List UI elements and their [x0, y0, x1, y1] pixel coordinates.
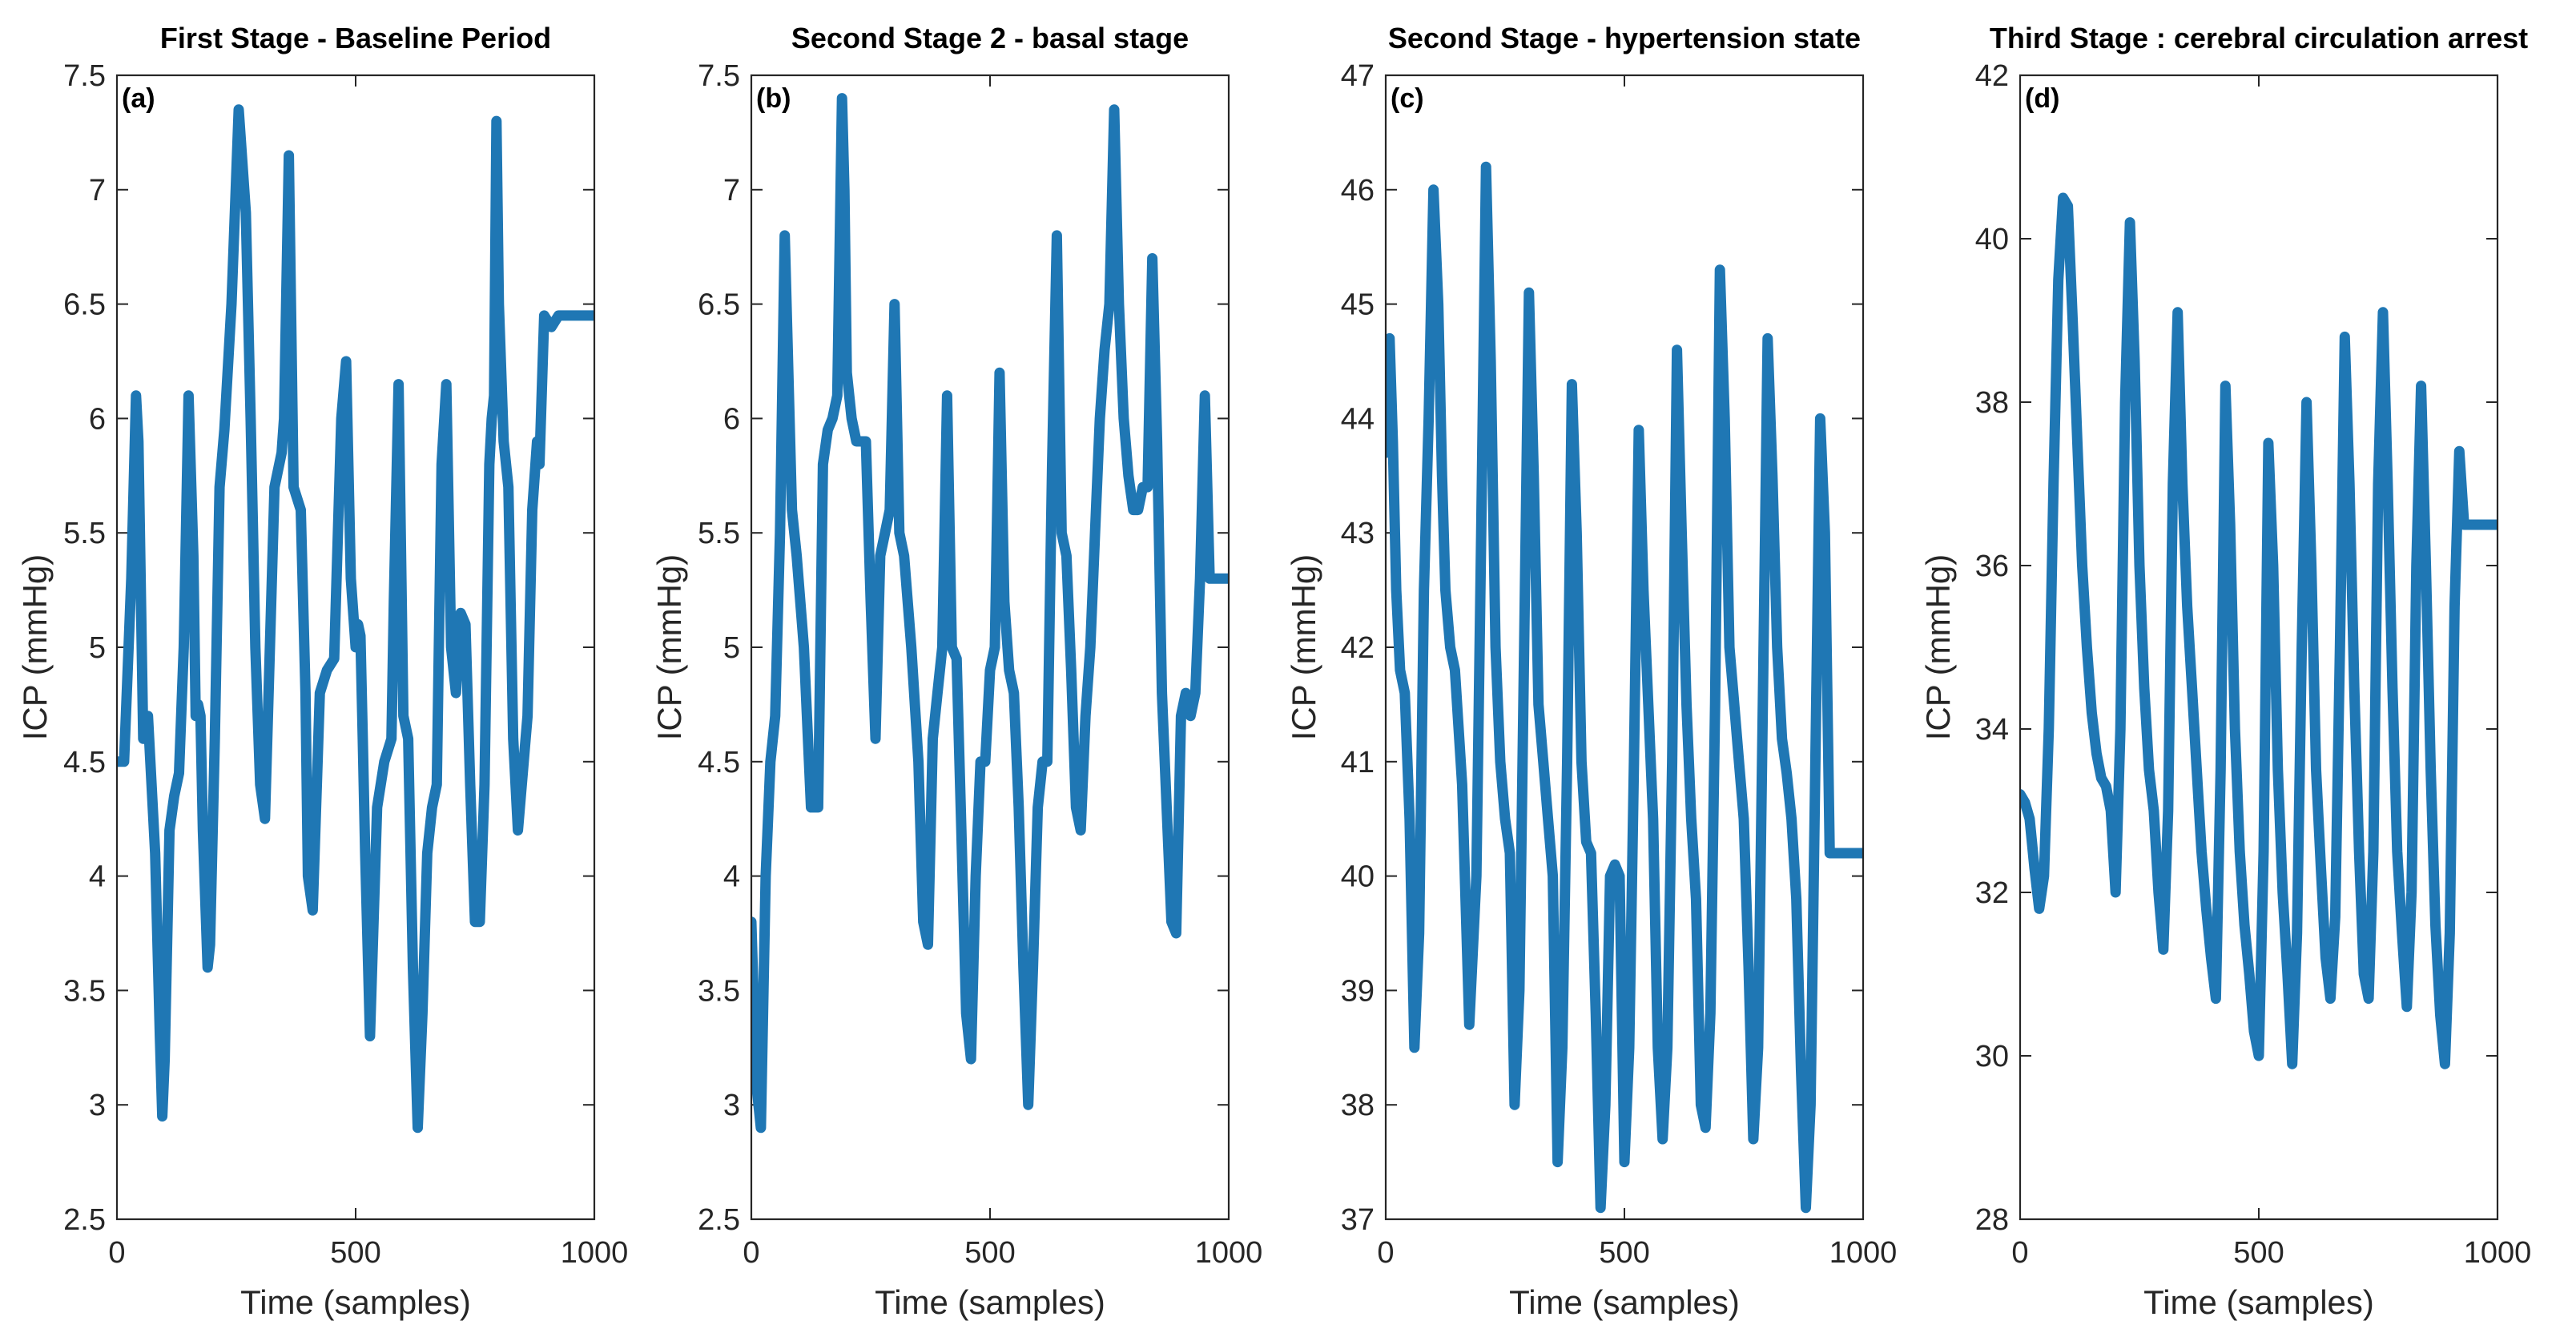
- panel-label: (a): [122, 83, 155, 114]
- y-tick-label: 4: [89, 860, 106, 894]
- y-tick-label: 38: [1341, 1089, 1375, 1122]
- y-axis-label: ICP (mmHg): [16, 554, 54, 741]
- y-tick-label: 5: [723, 631, 740, 665]
- y-tick-label: 30: [1975, 1040, 2009, 1073]
- series-line-icp: [751, 93, 1229, 1134]
- x-tick-label: 500: [964, 1236, 1015, 1270]
- x-tick-label: 500: [330, 1236, 380, 1270]
- y-tick-label: 3: [723, 1089, 740, 1122]
- y-tick-label: 6: [723, 402, 740, 436]
- y-tick-label: 42: [1975, 59, 2009, 93]
- series-line-icp: [117, 104, 594, 1134]
- y-tick-label: 3: [89, 1089, 106, 1122]
- chart-title: First Stage - Baseline Period: [160, 22, 551, 54]
- y-tick-label: 44: [1341, 402, 1375, 436]
- y-tick-label: 2.5: [63, 1203, 106, 1237]
- y-tick-label: 42: [1341, 631, 1375, 665]
- plot-area-border: [2019, 74, 2499, 1221]
- y-tick-label: 5.5: [63, 517, 106, 550]
- x-tick-label: 1000: [1195, 1236, 1263, 1270]
- chart-panel-4: Third Stage : cerebral circulation arres…: [1919, 22, 2531, 1321]
- y-tick-label: 43: [1341, 517, 1375, 550]
- y-tick-label: 4.5: [63, 746, 106, 779]
- series-line-icp: [1386, 161, 1863, 1214]
- y-tick-label: 6: [89, 402, 106, 436]
- y-tick-label: 28: [1975, 1203, 2009, 1237]
- chart-panel-1: First Stage - Baseline Period 2.5 3 3.5 4 4.5…: [16, 22, 628, 1321]
- y-tick-label: 3.5: [63, 974, 106, 1008]
- y-tick-label: 4.5: [698, 746, 740, 779]
- panel-label: (c): [1391, 83, 1424, 114]
- x-tick-label: 500: [1599, 1236, 1649, 1270]
- y-tick-label: 34: [1975, 713, 2009, 747]
- plot-area-border: [115, 74, 596, 1221]
- y-tick-label: 37: [1341, 1203, 1375, 1237]
- y-tick-label: 40: [1975, 223, 2009, 256]
- y-axis-label: ICP (mmHg): [1919, 554, 1957, 741]
- x-tick-label: 0: [743, 1236, 759, 1270]
- x-tick-label: 1000: [1829, 1236, 1898, 1270]
- x-axis-label: Time (samples): [240, 1283, 471, 1321]
- y-tick-label: 36: [1975, 550, 2009, 583]
- x-tick-label: 1000: [561, 1236, 629, 1270]
- x-axis-label: Time (samples): [875, 1283, 1105, 1321]
- x-axis-label: Time (samples): [2143, 1283, 2374, 1321]
- y-tick-label: 4: [723, 860, 740, 894]
- y-tick-label: 32: [1975, 876, 2009, 910]
- y-tick-label: 2.5: [698, 1203, 740, 1237]
- y-tick-label: 5.5: [698, 517, 740, 550]
- y-tick-label: 40: [1341, 860, 1375, 894]
- x-tick-label: 0: [108, 1236, 125, 1270]
- y-axis-label: ICP (mmHg): [1285, 554, 1322, 741]
- y-tick-label: 3.5: [698, 974, 740, 1008]
- y-tick-label: 7.5: [63, 59, 106, 93]
- x-tick-label: 1000: [2464, 1236, 2532, 1270]
- chart-panel-3: Second Stage - hypertension state 37 38 39 4…: [1285, 22, 1897, 1321]
- y-axis-label: ICP (mmHg): [650, 554, 688, 741]
- chart-title: Second Stage 2 - basal stage: [791, 22, 1189, 54]
- y-tick-label: 6.5: [698, 288, 740, 322]
- y-tick-label: 7: [89, 174, 106, 207]
- series-line-icp: [2020, 192, 2498, 1069]
- chart-title: Third Stage : cerebral circulation arres…: [1990, 22, 2528, 54]
- chart-panel-2: Second Stage 2 - basal stage 2.5 3 3.5 4 4.5 5…: [650, 22, 1262, 1321]
- y-tick-label: 7.5: [698, 59, 740, 93]
- plot-area-border: [750, 74, 1230, 1221]
- y-tick-label: 45: [1341, 288, 1375, 322]
- y-tick-label: 41: [1341, 746, 1375, 779]
- y-tick-label: 39: [1341, 974, 1375, 1008]
- panel-label: (d): [2025, 83, 2059, 114]
- panel-label: (b): [756, 83, 791, 114]
- y-tick-label: 47: [1341, 59, 1375, 93]
- x-tick-label: 500: [2233, 1236, 2284, 1270]
- x-axis-label: Time (samples): [1509, 1283, 1740, 1321]
- y-tick-label: 7: [723, 174, 740, 207]
- x-tick-label: 0: [2011, 1236, 2028, 1270]
- x-tick-label: 0: [1377, 1236, 1394, 1270]
- plot-area-border: [1384, 74, 1865, 1221]
- y-tick-label: 5: [89, 631, 106, 665]
- y-tick-label: 6.5: [63, 288, 106, 322]
- chart-title: Second Stage - hypertension state: [1388, 22, 1861, 54]
- y-tick-label: 46: [1341, 174, 1375, 207]
- y-tick-label: 38: [1975, 386, 2009, 420]
